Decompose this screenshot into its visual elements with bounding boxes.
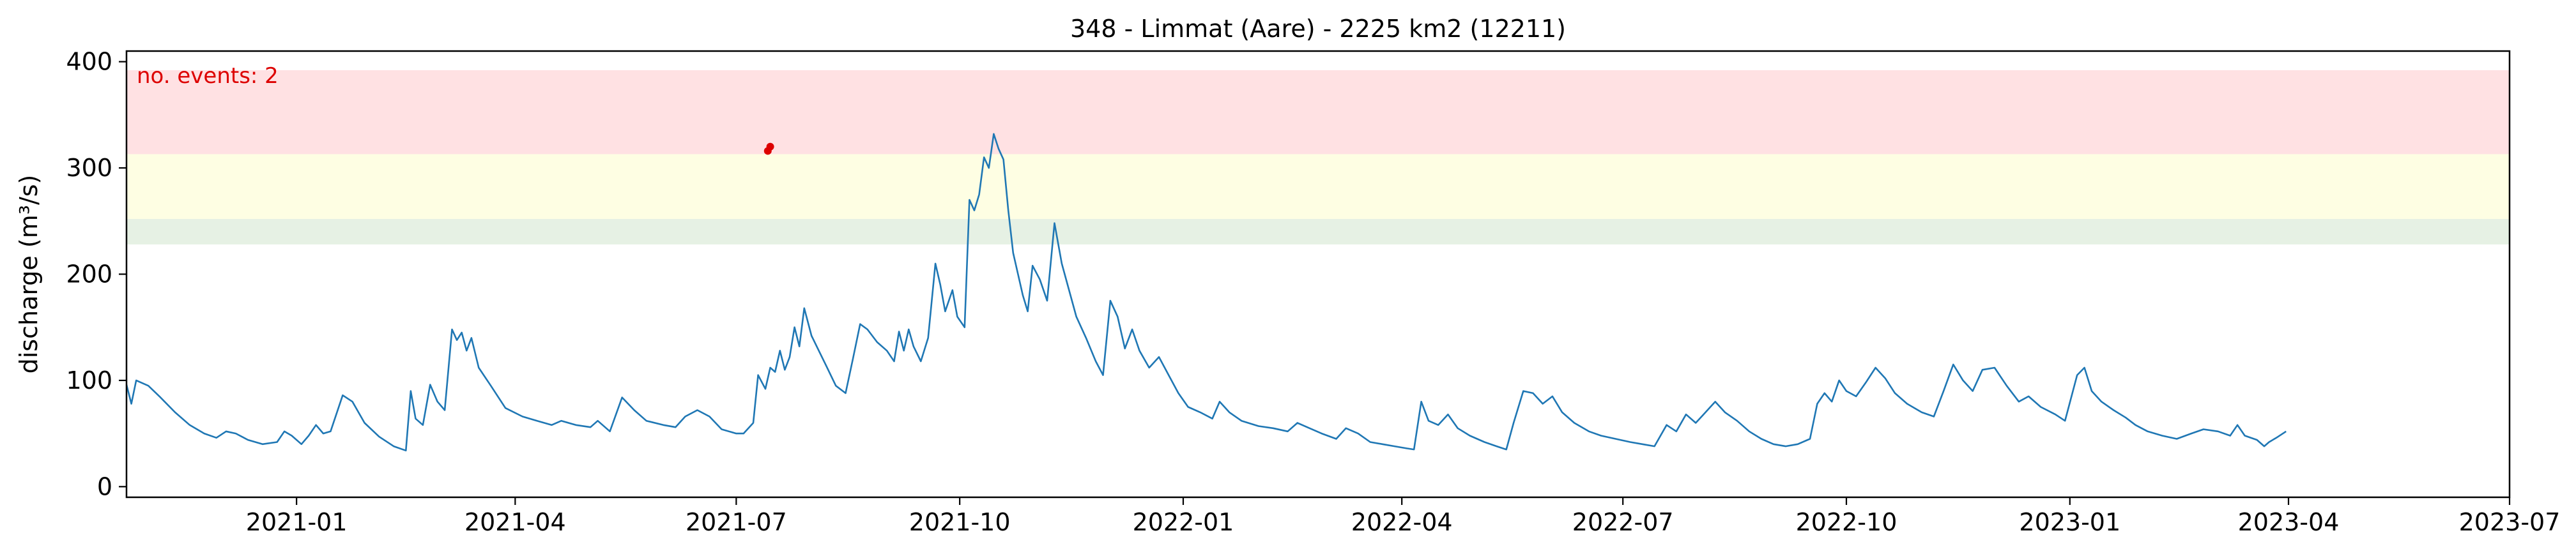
y-tick-label-4: 300 <box>66 154 112 182</box>
threshold-band-2 <box>126 154 2510 219</box>
y-tick-label-1: 0 <box>97 472 112 500</box>
x-axis: 2021-01 2021-04 2021-07 2021-10 2022-01 2022-… <box>246 497 2561 536</box>
event-marker-2 <box>766 142 774 151</box>
series-layer <box>125 133 2287 452</box>
x-tick-label-1: 2021-01 <box>246 508 348 536</box>
x-tick-label-3: 2021-07 <box>686 508 787 536</box>
events-annotation: no. events: 2 <box>137 63 279 89</box>
y-axis-label: discharge (m³/s) <box>15 175 43 374</box>
y-tick-label-5: 400 <box>66 48 112 76</box>
x-tick-label-9: 2023-01 <box>2019 508 2120 536</box>
event-markers <box>763 142 774 155</box>
x-tick-label-6: 2022-04 <box>1351 508 1453 536</box>
y-axis: 0 100 200 300 400 <box>66 48 126 500</box>
x-tick-label-8: 2022-10 <box>1796 508 1897 536</box>
x-tick-label-11: 2023-07 <box>2459 508 2561 536</box>
threshold-band-1 <box>126 218 2510 244</box>
x-tick-label-7: 2022-07 <box>1572 508 1674 536</box>
threshold-band-3 <box>126 70 2510 154</box>
y-tick-label-2: 100 <box>66 366 112 394</box>
chart-title: 348 - Limmat (Aare) - 2225 km2 (12211) <box>1070 15 1566 43</box>
series-line-1 <box>125 133 2287 452</box>
x-tick-label-10: 2023-04 <box>2238 508 2340 536</box>
x-tick-label-5: 2022-01 <box>1133 508 1234 536</box>
y-tick-label-3: 200 <box>66 260 112 289</box>
threshold-bands <box>126 70 2510 244</box>
x-tick-label-4: 2021-10 <box>909 508 1011 536</box>
x-tick-label-2: 2021-04 <box>464 508 566 536</box>
